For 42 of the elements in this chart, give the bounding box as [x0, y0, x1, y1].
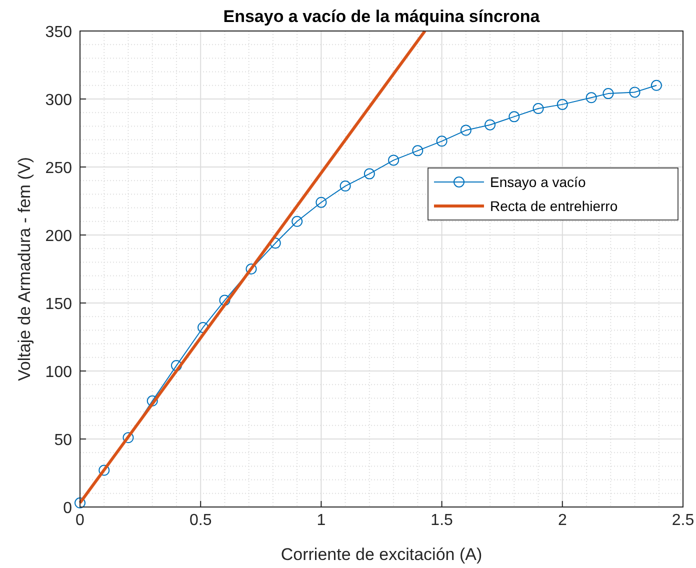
point	[629, 86, 640, 98]
point	[602, 88, 614, 100]
point	[170, 360, 182, 372]
point	[74, 497, 86, 508]
point	[146, 395, 158, 406]
point	[508, 111, 520, 122]
point	[436, 136, 448, 147]
y-tick-label: 100	[45, 364, 72, 381]
x-tick-label: 2	[558, 512, 567, 529]
point	[219, 294, 230, 306]
x-tick-label: 0.5	[189, 512, 212, 529]
point	[122, 432, 134, 444]
point	[484, 119, 496, 130]
point	[316, 196, 327, 208]
x-axis-title: Corriente de excitación (A)	[280, 545, 482, 564]
point	[532, 103, 544, 114]
x-tick-label: 0	[76, 512, 85, 529]
x-tick-label: 1.5	[430, 512, 454, 529]
y-axis-title: Voltaje de Armadura - fem (V)	[15, 157, 34, 381]
point	[246, 264, 257, 274]
point	[460, 124, 472, 136]
y-tick-label: 250	[45, 160, 72, 177]
point	[586, 92, 597, 104]
legend-label: Ensayo a vacío	[490, 174, 586, 190]
y-tick-label: 200	[45, 228, 72, 245]
legend-label: Recta de entrehierro	[490, 198, 618, 214]
point	[364, 168, 375, 180]
y-tick-label: 300	[45, 92, 72, 109]
x-tick-label: 2.5	[672, 512, 694, 529]
point	[98, 464, 110, 476]
point	[412, 145, 424, 156]
y-tick-label: 150	[45, 296, 72, 313]
x-tick-label: 1	[316, 512, 326, 529]
point	[388, 154, 400, 166]
chart-title: Ensayo a vacío de la máquina síncrona	[223, 7, 540, 26]
y-tick-label: 50	[54, 432, 72, 449]
y-tick-label: 0	[63, 500, 72, 517]
point	[340, 180, 351, 192]
point	[650, 80, 662, 91]
point	[556, 98, 568, 110]
point	[292, 216, 303, 227]
y-tick-label: 350	[45, 24, 72, 41]
